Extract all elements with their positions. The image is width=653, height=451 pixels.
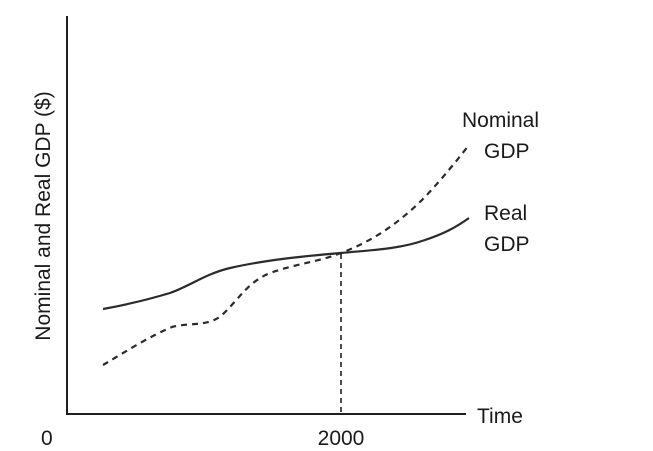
real-gdp-line bbox=[102, 217, 470, 311]
y-axis-label: Nominal and Real GDP ($) bbox=[32, 91, 55, 340]
real-gdp-label-line2: GDP bbox=[484, 233, 530, 256]
nominal-gdp-line bbox=[102, 144, 470, 366]
x-tick-label-2000: 2000 bbox=[318, 427, 365, 450]
real-gdp-label-line1: Real bbox=[484, 202, 527, 225]
origin-label: 0 bbox=[41, 427, 53, 450]
nominal-gdp-label-line1: Nominal bbox=[462, 109, 539, 132]
nominal-gdp-label-line2: GDP bbox=[484, 140, 530, 163]
x-axis-label: Time bbox=[477, 405, 523, 428]
